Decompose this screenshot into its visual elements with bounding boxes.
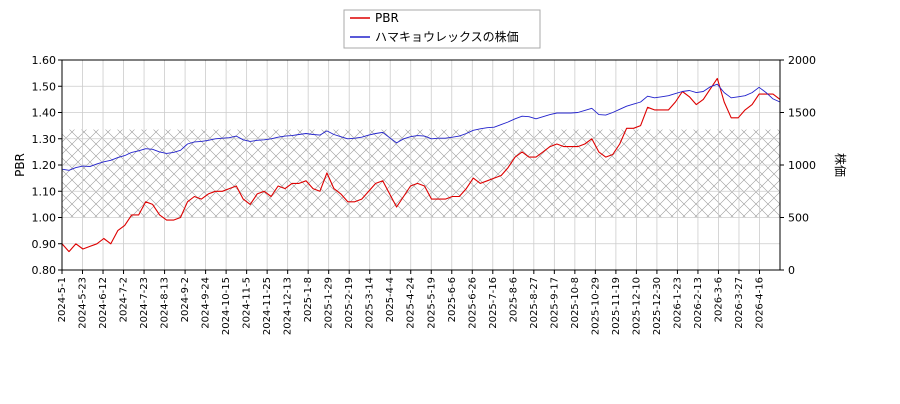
y-left-tick-label: 1.40	[32, 107, 57, 120]
y-right-tick-label: 1500	[788, 107, 816, 120]
y-left-tick-label: 1.50	[32, 80, 57, 93]
x-tick-label: 2025-12-10	[631, 277, 642, 335]
x-tick-label: 2025-8-27	[529, 277, 540, 329]
x-tick-label: 2024-5-1	[57, 277, 68, 322]
legend: PBR ハマキョウレックスの株価	[343, 9, 541, 49]
y-right-tick-label: 1000	[788, 159, 816, 172]
y-right-tick-label: 0	[788, 264, 795, 277]
x-tick-label: 2025-8-6	[508, 277, 519, 322]
x-tick-label: 2024-8-13	[160, 277, 171, 329]
y-axis-left-label: PBR	[13, 153, 27, 177]
x-tick-label: 2025-7-16	[488, 277, 499, 329]
y-left-tick-label: 1.20	[32, 159, 57, 172]
x-tick-label: 2025-2-19	[344, 277, 355, 329]
x-tick-label: 2025-1-29	[324, 277, 335, 329]
y-left-tick-label: 0.80	[32, 264, 57, 277]
x-tick-label: 2025-10-8	[570, 277, 581, 329]
y-right-tick-label: 500	[788, 212, 809, 225]
x-tick-label: 2025-1-8	[303, 277, 314, 322]
x-tick-label: 2024-12-13	[283, 277, 294, 335]
x-tick-label: 2026-3-6	[713, 277, 724, 322]
x-tick-label: 2025-6-26	[467, 277, 478, 329]
x-tick-label: 2024-11-25	[262, 277, 273, 335]
x-tick-label: 2025-6-6	[447, 277, 458, 322]
x-tick-label: 2025-5-19	[426, 277, 437, 329]
x-tick-label: 2025-4-4	[385, 277, 396, 322]
x-tick-label: 2026-4-16	[754, 277, 765, 329]
y-axis-right-label: 株価	[833, 153, 848, 177]
x-tick-label: 2025-10-29	[590, 277, 601, 335]
x-tick-label: 2025-4-24	[406, 277, 417, 329]
x-tick-label: 2026-1-23	[672, 277, 683, 329]
y-left-tick-label: 1.10	[32, 185, 57, 198]
x-tick-label: 2024-11-5	[242, 277, 253, 329]
series-line-stock-price	[61, 83, 781, 171]
x-tick-label: 2024-9-24	[201, 277, 212, 329]
x-tick-label: 2026-3-27	[734, 277, 745, 329]
legend-label-stock-price: ハマキョウレックスの株価	[375, 29, 519, 44]
series-layer	[61, 77, 781, 253]
x-tick-label: 2024-9-2	[180, 277, 191, 322]
y-left-tick-label: 1.60	[32, 54, 57, 67]
hatched-band	[62, 129, 780, 218]
x-tick-label: 2024-5-23	[78, 277, 89, 329]
y-left-tick-label: 0.90	[32, 238, 57, 251]
y-left-tick-label: 1.30	[32, 133, 57, 146]
hatched-band-layer	[62, 129, 780, 218]
x-tick-label: 2025-9-17	[549, 277, 560, 329]
x-tick-label: 2025-11-19	[611, 277, 622, 335]
x-tick-label: 2024-7-23	[139, 277, 150, 329]
x-tick-label: 2025-12-30	[652, 277, 663, 335]
x-tick-label: 2024-6-12	[98, 277, 109, 329]
y-right-tick-label: 2000	[788, 54, 816, 67]
series-line-pbr	[61, 77, 781, 253]
grid-layer	[61, 59, 780, 271]
legend-label-pbr: PBR	[375, 11, 399, 25]
x-tick-label: 2025-3-14	[365, 277, 376, 329]
x-tick-label: 2026-2-13	[693, 277, 704, 329]
x-tick-label: 2024-10-15	[221, 277, 232, 335]
x-tick-label: 2024-7-2	[119, 277, 130, 322]
y-left-tick-label: 1.00	[32, 212, 57, 225]
axis-layer: 0.80 0.90 1.00 1.10 1.20 1.30 1.40 1.50 1.60 0 500…	[32, 54, 817, 335]
legend-box	[343, 9, 541, 49]
